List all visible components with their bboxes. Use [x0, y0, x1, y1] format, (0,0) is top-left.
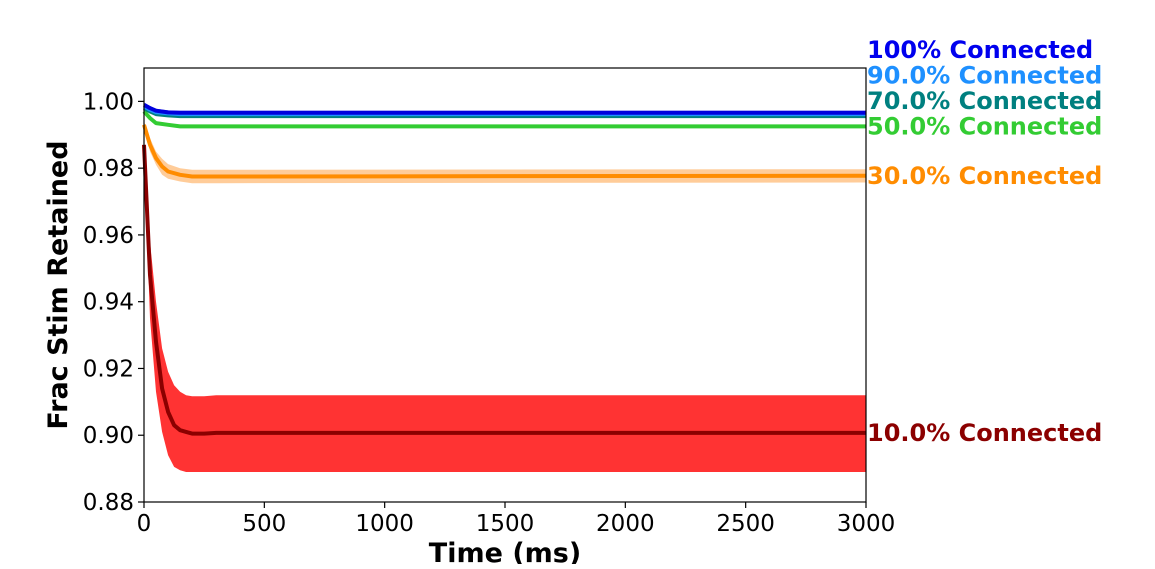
series-lines — [142, 102, 867, 436]
y-tick-label: 0.98 — [83, 156, 134, 182]
series-labels: 10.0% Connected 30.0% Connected 50.0% Conn… — [867, 36, 1102, 447]
series-label: 90.0% Connected — [867, 61, 1102, 89]
y-axis-title: Frac Stim Retained — [43, 140, 74, 429]
x-tick-label: 3000 — [837, 511, 896, 537]
y-tick-label: 0.92 — [83, 356, 134, 382]
series-label: 50.0% Connected — [867, 112, 1102, 140]
line-50-0-connected — [142, 110, 866, 129]
y-tick-label: 0.96 — [83, 223, 134, 249]
x-tick-label: 0 — [137, 511, 152, 537]
series-label: 10.0% Connected — [867, 419, 1102, 447]
y-tick-label: 0.94 — [83, 290, 134, 316]
series-label: 70.0% Connected — [867, 87, 1102, 115]
x-tick-label: 1500 — [476, 511, 535, 537]
y-tick-label: 0.90 — [83, 423, 134, 449]
y-tick-label: 0.88 — [83, 490, 134, 516]
line-30-0-connected — [142, 124, 867, 179]
x-tick-label: 1000 — [355, 511, 414, 537]
x-axis-ticks: 0 500 1000 1500 2000 2500 3000 — [137, 502, 896, 537]
line-10-0-connected — [142, 144, 866, 436]
x-axis-title: Time (ms) — [429, 538, 581, 564]
line-100-connected — [143, 102, 866, 115]
series-label: 30.0% Connected — [867, 162, 1102, 190]
x-tick-label: 2000 — [596, 511, 655, 537]
band-10-0-connected — [144, 138, 866, 472]
series-label: 100% Connected — [867, 36, 1093, 64]
x-tick-label: 2500 — [716, 511, 775, 537]
confidence-bands — [144, 102, 866, 472]
y-axis-ticks: 0.88 0.90 0.92 0.94 0.96 0.98 1.00 — [83, 89, 144, 516]
y-tick-label: 1.00 — [83, 89, 134, 115]
x-tick-label: 500 — [242, 511, 286, 537]
